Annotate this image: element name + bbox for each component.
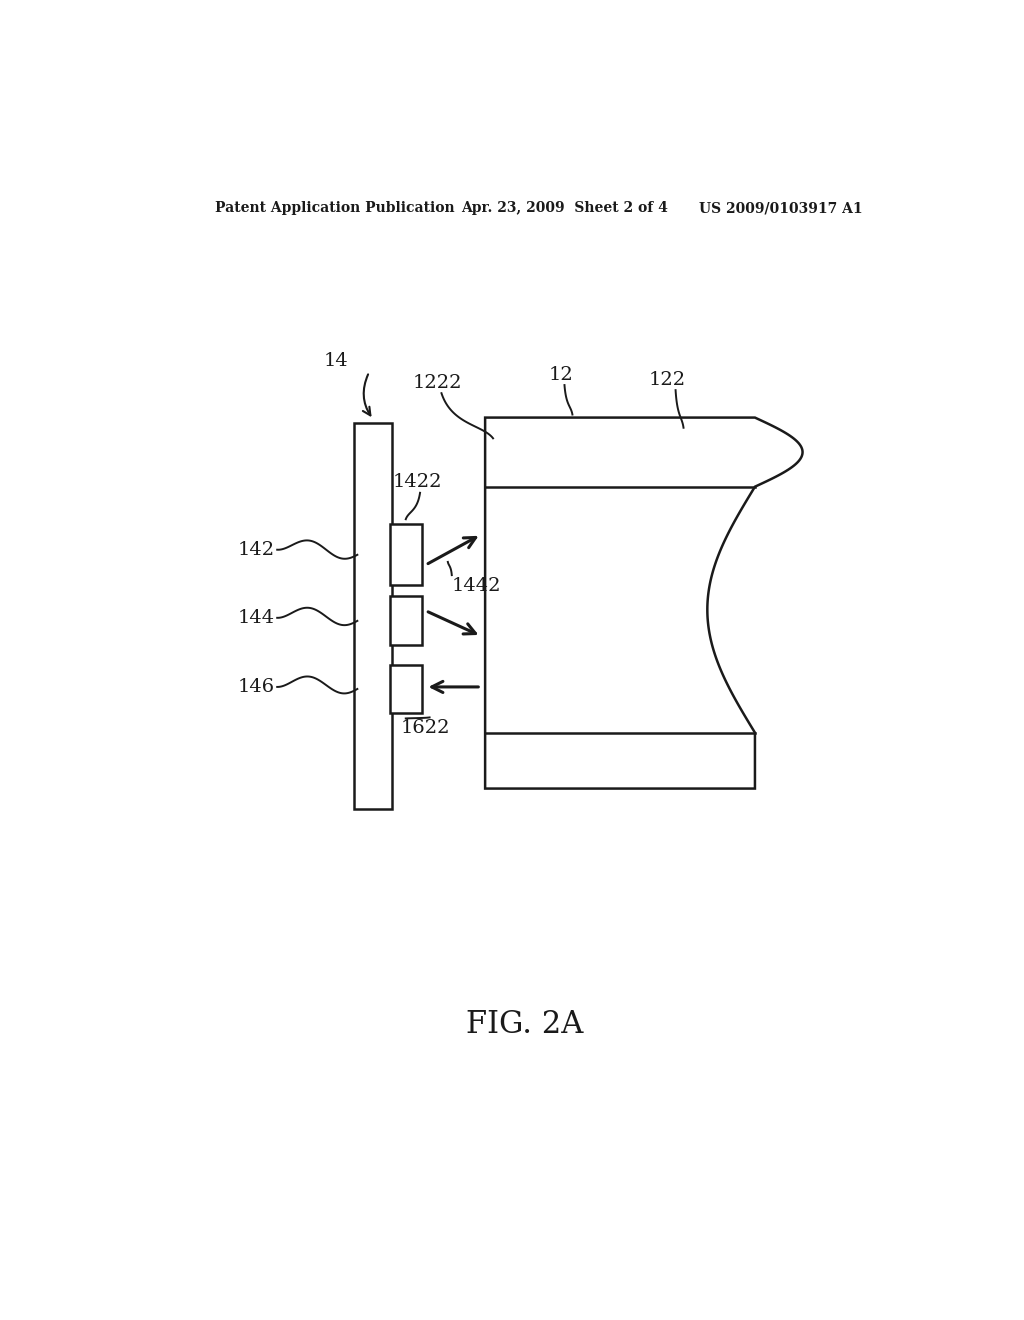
Bar: [354, 422, 392, 809]
Text: Patent Application Publication: Patent Application Publication: [215, 201, 455, 215]
Bar: [390, 664, 422, 713]
Text: 1622: 1622: [400, 719, 451, 738]
Text: 14: 14: [324, 352, 348, 370]
Text: 146: 146: [238, 678, 274, 696]
Bar: [390, 524, 422, 585]
Text: US 2009/0103917 A1: US 2009/0103917 A1: [699, 201, 863, 215]
Bar: [390, 597, 422, 645]
Text: 144: 144: [238, 609, 274, 627]
Text: Apr. 23, 2009  Sheet 2 of 4: Apr. 23, 2009 Sheet 2 of 4: [461, 201, 669, 215]
Text: 1422: 1422: [393, 473, 442, 491]
Text: 1222: 1222: [413, 374, 462, 392]
Text: 12: 12: [548, 366, 572, 384]
Text: 1442: 1442: [452, 577, 502, 595]
Text: 122: 122: [649, 371, 686, 389]
Polygon shape: [485, 417, 803, 788]
Text: FIG. 2A: FIG. 2A: [466, 1008, 584, 1040]
Text: 142: 142: [238, 541, 274, 558]
